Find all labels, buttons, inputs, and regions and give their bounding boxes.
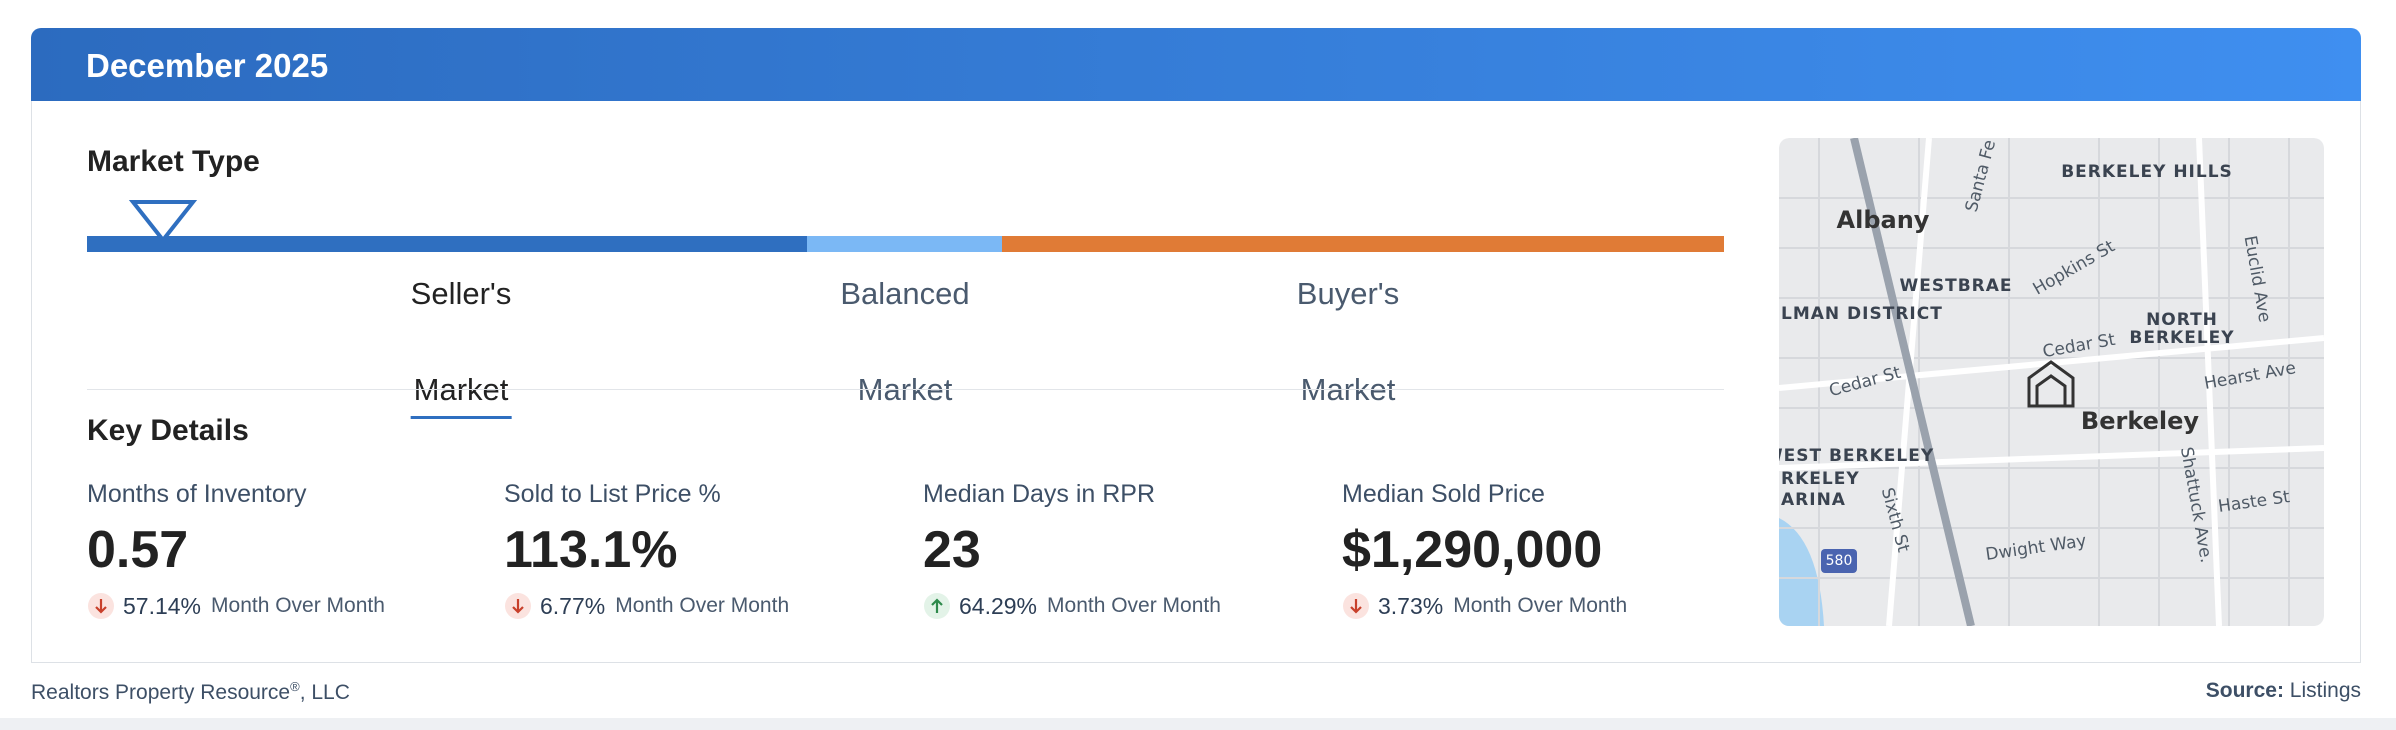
map-label: ARINA	[1781, 490, 1846, 510]
map-label: WESTBRAE	[1899, 276, 2012, 296]
metric-value: 0.57	[87, 521, 189, 579]
metric-change: 57.14% Month Over Month	[87, 592, 385, 620]
footer-company: Realtors Property Resource®, LLC	[31, 679, 350, 705]
segment-label: Seller's Market	[410, 270, 512, 419]
map-label: LMAN DISTRICT	[1781, 304, 1943, 324]
trend-arrow	[95, 599, 107, 614]
metric-change: 64.29% Month Over Month	[923, 592, 1221, 620]
metric-value: $1,290,000	[1342, 521, 1603, 579]
map-label: Berkeley	[2081, 407, 2200, 435]
trend-icon	[924, 593, 950, 619]
segment-label-line: Seller's	[410, 276, 512, 311]
map-label: BERKELEY	[2129, 328, 2234, 348]
segment-label-line: Balanced	[840, 276, 970, 311]
change-label: Month Over Month	[615, 594, 790, 617]
segment-label: Balanced Market	[840, 270, 969, 414]
trend-icon	[88, 593, 114, 619]
source-label: Source:	[2205, 679, 2284, 702]
trend-icon	[505, 593, 531, 619]
segment-label-line: Buyer's	[1296, 276, 1400, 311]
scale-segment	[1002, 236, 1724, 252]
metric-label: Months of Inventory	[87, 480, 307, 508]
change-value: 57.14%	[123, 592, 202, 619]
metric-change: 6.77% Month Over Month	[504, 592, 789, 620]
change-label: Month Over Month	[1453, 594, 1628, 617]
trend-arrow	[931, 598, 943, 613]
trend-arrow	[512, 599, 524, 614]
metric-value: 23	[923, 521, 981, 579]
section-title: Market Type	[87, 145, 260, 178]
change-value: 3.73%	[1378, 592, 1444, 619]
map-label: BERKELEY HILLS	[2061, 162, 2233, 182]
divider	[87, 389, 1724, 390]
metric-label: Sold to List Price %	[504, 480, 721, 508]
bottom-strip	[0, 718, 2396, 730]
trend-icon	[1343, 593, 1369, 619]
market-scale	[87, 200, 1724, 252]
change-label: Month Over Month	[211, 594, 385, 617]
map-label: 580	[1826, 553, 1853, 569]
highway-shield	[1821, 549, 1857, 573]
trend-arrow	[1350, 599, 1362, 614]
header-bar: December 2025	[31, 28, 2361, 101]
metric-value: 113.1%	[504, 521, 678, 579]
source: Listings	[2289, 679, 2361, 702]
metric-label: Median Sold Price	[1342, 480, 1545, 508]
scale-segment	[87, 236, 807, 252]
map-background	[1779, 138, 2324, 626]
home-icon	[2027, 360, 2075, 408]
segment-label-line: Market	[410, 366, 512, 419]
scale-segment	[807, 236, 1002, 252]
segment-label-line: Market	[857, 372, 953, 407]
freeway	[1850, 138, 1975, 626]
map-label: RKELEY	[1781, 469, 1860, 489]
map-label: WEST BERKELEY	[1779, 446, 1934, 466]
registered-mark: ®	[290, 679, 300, 694]
map-label: Albany	[1837, 206, 1930, 234]
change-label: Month Over Month	[1047, 594, 1221, 617]
change-value: 64.29%	[959, 592, 1038, 619]
segment-label: Buyer's Market	[1297, 270, 1399, 414]
segment-label-line: Market	[1300, 372, 1396, 407]
company-suffix: , LLC	[299, 681, 350, 704]
water	[1779, 518, 1824, 626]
marker	[128, 200, 198, 244]
metric-change: 3.73% Month Over Month	[1342, 592, 1627, 620]
card	[31, 101, 2361, 663]
header-title: December 2025	[86, 47, 329, 84]
company: Realtors Property Resource	[31, 681, 291, 704]
footer-source: Source: Listings	[2206, 679, 2361, 703]
change-value: 6.77%	[540, 592, 606, 619]
metric-label: Median Days in RPR	[923, 480, 1156, 508]
section-title: Key Details	[87, 414, 249, 447]
map-label: NORTH	[2146, 310, 2218, 330]
